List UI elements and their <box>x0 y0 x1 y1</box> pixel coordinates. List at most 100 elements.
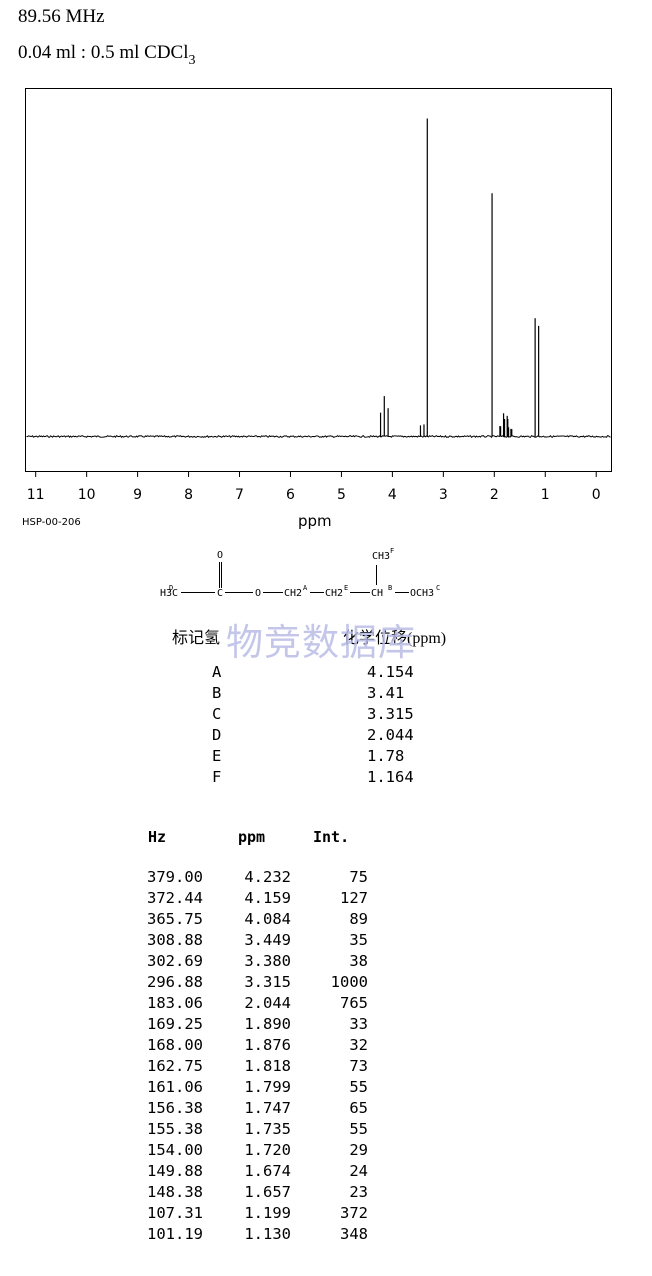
peak-table-cell: 55 <box>349 1078 368 1096</box>
peak-table-cell: 35 <box>349 931 368 949</box>
watermark: 物竞数据库 <box>226 621 416 664</box>
peak-table-cell: 169.25 <box>147 1015 203 1033</box>
peak-table-cell: 1000 <box>330 973 368 991</box>
peak-table-cell: 154.00 <box>147 1141 203 1159</box>
peak-table-cell: 75 <box>349 868 368 886</box>
peak-table-cell: 765 <box>340 994 368 1012</box>
carbonyl-carbon: C <box>217 588 223 599</box>
assignment-header-label: 标记氢 <box>172 630 221 647</box>
assignment-row-label: B <box>212 684 222 702</box>
peak-table-header-cell: ppm <box>238 828 266 846</box>
label-b: B <box>388 584 392 592</box>
methine-b-group: CH <box>371 588 383 599</box>
peak-table-cell: 4.232 <box>244 868 291 886</box>
peak-table-cell: 1.876 <box>244 1036 291 1054</box>
sample-conditions-subscript: 3 <box>188 53 196 68</box>
x-axis-ticks: 11 10 9 8 7 6 5 4 3 2 1 0 <box>27 471 601 503</box>
label-a: A <box>303 584 308 592</box>
peak-table-cell: 162.75 <box>147 1057 203 1075</box>
assignment-row-shift: 3.41 <box>367 684 405 702</box>
assignment-row-shift: 1.164 <box>367 768 414 786</box>
assignment-row-label: A <box>212 663 222 681</box>
peak-table-cell: 3.315 <box>244 973 291 991</box>
peak-table-cell: 32 <box>349 1036 368 1054</box>
peak-table-cell: 1.720 <box>244 1141 291 1159</box>
peak-table-cell: 161.06 <box>147 1078 203 1096</box>
x-tick-label: 0 <box>592 487 601 503</box>
peak-table-header-cell: Hz <box>148 828 167 846</box>
peak-table-cell: 101.19 <box>147 1225 203 1243</box>
peak-table-cell: 1.657 <box>244 1183 291 1201</box>
peak-table-header-cell: Int. <box>313 828 350 846</box>
assignment-row-label: C <box>212 705 222 723</box>
sample-conditions: 0.04 ml : 0.5 ml CDCl3 <box>18 42 196 69</box>
peak-table-cell: 1.890 <box>244 1015 291 1033</box>
peak-table-cell: 23 <box>349 1183 368 1201</box>
label-e: E <box>344 584 348 592</box>
peak-table-cell: 379.00 <box>147 868 203 886</box>
sample-id: HSP-00-206 <box>22 517 81 528</box>
molecule-structure: O H3C D C O CH2 A CH2 E CH B CH3 F OCH3 … <box>160 547 440 599</box>
peak-table-cell: 308.88 <box>147 931 203 949</box>
peak-table-cell: 65 <box>349 1099 368 1117</box>
peak-table-cell: 168.00 <box>147 1036 203 1054</box>
peak-table-cell: 1.674 <box>244 1162 291 1180</box>
x-tick-label: 11 <box>27 487 45 503</box>
peak-table-cell: 33 <box>349 1015 368 1033</box>
peak-table-cell: 1.735 <box>244 1120 291 1138</box>
peak-table-cell: 348 <box>340 1225 368 1243</box>
assignment-row-shift: 1.78 <box>367 747 405 765</box>
x-tick-label: 1 <box>541 487 550 503</box>
assignment-row-label: D <box>212 726 222 744</box>
peak-table-cell: 156.38 <box>147 1099 203 1117</box>
peak-table-cell: 1.747 <box>244 1099 291 1117</box>
peak-table-cell: 3.449 <box>244 931 291 949</box>
peak-table-cell: 149.88 <box>147 1162 203 1180</box>
methylene-a-group: CH2 <box>284 588 302 599</box>
peak-table-cell: 4.084 <box>244 910 291 928</box>
peak-table-cell: 148.38 <box>147 1183 203 1201</box>
x-tick-label: 7 <box>235 487 244 503</box>
assignment-row-shift: 2.044 <box>367 726 414 744</box>
peak-table-cell: 38 <box>349 952 368 970</box>
peak-table-cell: 107.31 <box>147 1204 203 1222</box>
assignment-row-label: E <box>212 747 222 765</box>
peak-table-cell: 1.199 <box>244 1204 291 1222</box>
peak-table-cell: 4.159 <box>244 889 291 907</box>
x-tick-label: 5 <box>337 487 346 503</box>
peak-table-cell: 372.44 <box>147 889 203 907</box>
peak-table-cell: 24 <box>349 1162 368 1180</box>
x-tick-label: 4 <box>388 487 397 503</box>
nmr-spectrum-chart: 11 10 9 8 7 6 5 4 3 2 1 0 <box>25 88 612 503</box>
assignment-header-shift: 化学位移(ppm) <box>343 630 447 647</box>
peak-table-cell: 372 <box>340 1204 368 1222</box>
x-tick-label: 6 <box>286 487 295 503</box>
label-f: F <box>390 547 394 555</box>
label-c: C <box>436 584 440 592</box>
x-tick-label: 9 <box>133 487 142 503</box>
x-axis-label: ppm <box>298 512 332 530</box>
x-tick-label: 10 <box>78 487 96 503</box>
peak-table-cell: 1.799 <box>244 1078 291 1096</box>
peak-table-cell: 89 <box>349 910 368 928</box>
peak-table-cell: 127 <box>340 889 368 907</box>
spectrometer-frequency: 89.56 MHz <box>18 6 105 27</box>
methoxy-c-group: OCH3 <box>410 588 434 599</box>
assignment-row-label: F <box>212 768 222 786</box>
label-d: D <box>169 584 173 592</box>
spectrum-peaks <box>379 118 540 437</box>
methylene-e-group: CH2 <box>325 588 343 599</box>
sample-conditions-main: 0.04 ml : 0.5 ml CDCl <box>18 42 189 63</box>
x-tick-label: 3 <box>439 487 448 503</box>
x-tick-label: 8 <box>184 487 193 503</box>
assignment-row-shift: 3.315 <box>367 705 414 723</box>
peak-table-cell: 2.044 <box>244 994 291 1012</box>
peak-table-cell: 365.75 <box>147 910 203 928</box>
spectrum-trace <box>26 435 611 439</box>
peak-table-cell: 302.69 <box>147 952 203 970</box>
carbonyl-oxygen: O <box>217 550 223 561</box>
peak-table-cell: 155.38 <box>147 1120 203 1138</box>
peak-table-cell: 183.06 <box>147 994 203 1012</box>
methyl-d-group: H3C <box>160 588 178 599</box>
ester-oxygen: O <box>255 588 261 599</box>
